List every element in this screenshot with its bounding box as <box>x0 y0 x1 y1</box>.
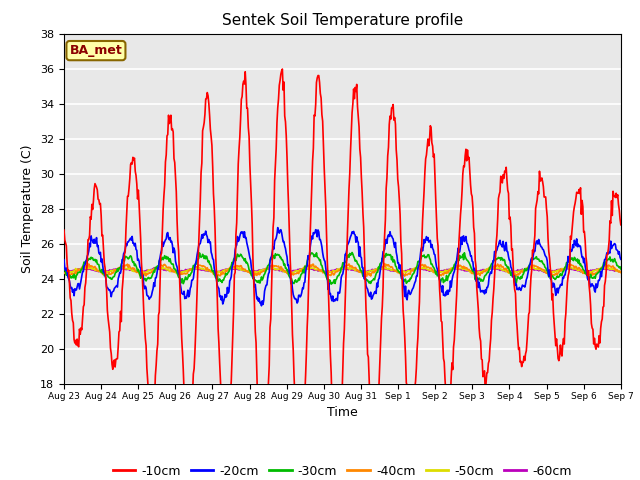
-10cm <box>617 222 625 228</box>
-40cm <box>127 266 135 272</box>
-10cm <box>127 160 135 166</box>
-40cm <box>381 261 388 266</box>
-40cm <box>60 271 68 276</box>
-20cm <box>428 241 436 247</box>
-60cm <box>150 265 157 271</box>
-50cm <box>185 267 193 273</box>
-40cm <box>214 273 221 279</box>
-60cm <box>127 267 135 273</box>
-30cm <box>428 261 436 267</box>
Line: -60cm: -60cm <box>64 268 621 273</box>
-30cm <box>617 266 625 272</box>
Line: -50cm: -50cm <box>64 267 621 274</box>
-60cm <box>214 269 222 275</box>
-20cm <box>617 256 625 262</box>
-30cm <box>60 266 68 272</box>
-20cm <box>60 257 68 263</box>
-20cm <box>127 237 135 243</box>
-50cm <box>340 264 348 270</box>
-60cm <box>428 268 436 274</box>
-20cm <box>70 293 78 299</box>
Text: BA_met: BA_met <box>70 44 122 57</box>
-60cm <box>70 267 78 273</box>
-10cm <box>412 378 419 384</box>
-20cm <box>412 278 419 284</box>
-50cm <box>428 268 436 274</box>
-60cm <box>617 269 625 275</box>
-10cm <box>214 297 221 302</box>
-60cm <box>412 266 419 272</box>
-10cm <box>184 434 192 440</box>
-20cm <box>258 303 266 309</box>
-50cm <box>63 271 71 276</box>
-30cm <box>214 273 221 279</box>
-10cm <box>60 228 68 233</box>
Line: -40cm: -40cm <box>64 264 621 276</box>
-60cm <box>185 266 193 272</box>
-50cm <box>617 269 625 275</box>
Y-axis label: Soil Temperature (C): Soil Temperature (C) <box>22 144 35 273</box>
-30cm <box>70 271 78 277</box>
-60cm <box>396 270 403 276</box>
-50cm <box>60 270 68 276</box>
Line: -20cm: -20cm <box>64 228 621 306</box>
-40cm <box>184 269 192 275</box>
-30cm <box>348 250 356 255</box>
-30cm <box>127 254 135 260</box>
-50cm <box>71 268 79 274</box>
-10cm <box>259 465 267 471</box>
-10cm <box>278 66 286 72</box>
-40cm <box>617 270 625 276</box>
Line: -30cm: -30cm <box>64 252 621 284</box>
-60cm <box>60 269 68 275</box>
-40cm <box>428 265 435 271</box>
-50cm <box>128 268 136 274</box>
-10cm <box>428 140 436 146</box>
-30cm <box>327 281 335 287</box>
Line: -10cm: -10cm <box>64 69 621 468</box>
-20cm <box>214 283 221 288</box>
Title: Sentek Soil Temperature profile: Sentek Soil Temperature profile <box>222 13 463 28</box>
-20cm <box>274 225 282 230</box>
-40cm <box>411 266 419 272</box>
-20cm <box>184 288 192 293</box>
-50cm <box>214 269 222 275</box>
-30cm <box>412 266 419 272</box>
-40cm <box>70 271 78 276</box>
-30cm <box>184 275 192 281</box>
-40cm <box>513 274 520 279</box>
X-axis label: Time: Time <box>327 406 358 419</box>
Legend: -10cm, -20cm, -30cm, -40cm, -50cm, -60cm: -10cm, -20cm, -30cm, -40cm, -50cm, -60cm <box>108 460 577 480</box>
-50cm <box>412 265 419 271</box>
-10cm <box>70 336 78 342</box>
